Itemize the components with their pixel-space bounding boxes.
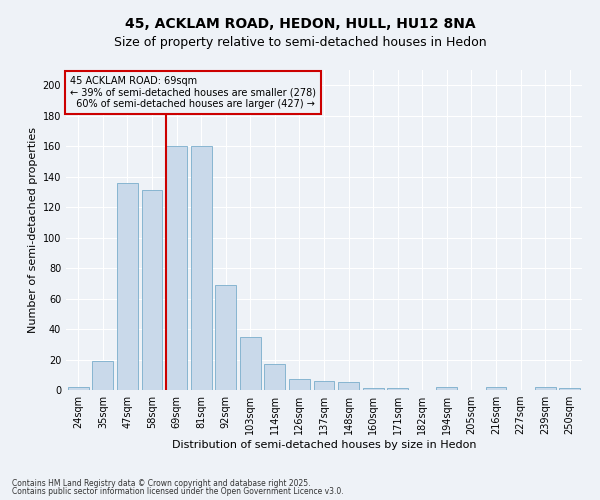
Bar: [92, 361, 113, 390]
Bar: [265, 364, 286, 390]
Bar: [166, 146, 187, 390]
Bar: [117, 183, 138, 390]
X-axis label: Distribution of semi-detached houses by size in Hedon: Distribution of semi-detached houses by …: [172, 440, 476, 450]
Bar: [142, 190, 163, 390]
Bar: [362, 388, 383, 390]
Bar: [314, 381, 334, 390]
Bar: [215, 285, 236, 390]
Text: Contains public sector information licensed under the Open Government Licence v3: Contains public sector information licen…: [12, 487, 344, 496]
Bar: [387, 388, 408, 390]
Text: 45 ACKLAM ROAD: 69sqm
← 39% of semi-detached houses are smaller (278)
  60% of s: 45 ACKLAM ROAD: 69sqm ← 39% of semi-deta…: [70, 76, 316, 110]
Bar: [191, 146, 212, 390]
Bar: [535, 387, 556, 390]
Y-axis label: Number of semi-detached properties: Number of semi-detached properties: [28, 127, 38, 333]
Bar: [436, 387, 457, 390]
Bar: [240, 336, 261, 390]
Text: Contains HM Land Registry data © Crown copyright and database right 2025.: Contains HM Land Registry data © Crown c…: [12, 478, 311, 488]
Bar: [338, 382, 359, 390]
Bar: [559, 388, 580, 390]
Text: 45, ACKLAM ROAD, HEDON, HULL, HU12 8NA: 45, ACKLAM ROAD, HEDON, HULL, HU12 8NA: [125, 18, 475, 32]
Bar: [68, 387, 89, 390]
Text: Size of property relative to semi-detached houses in Hedon: Size of property relative to semi-detach…: [113, 36, 487, 49]
Bar: [289, 380, 310, 390]
Bar: [485, 387, 506, 390]
